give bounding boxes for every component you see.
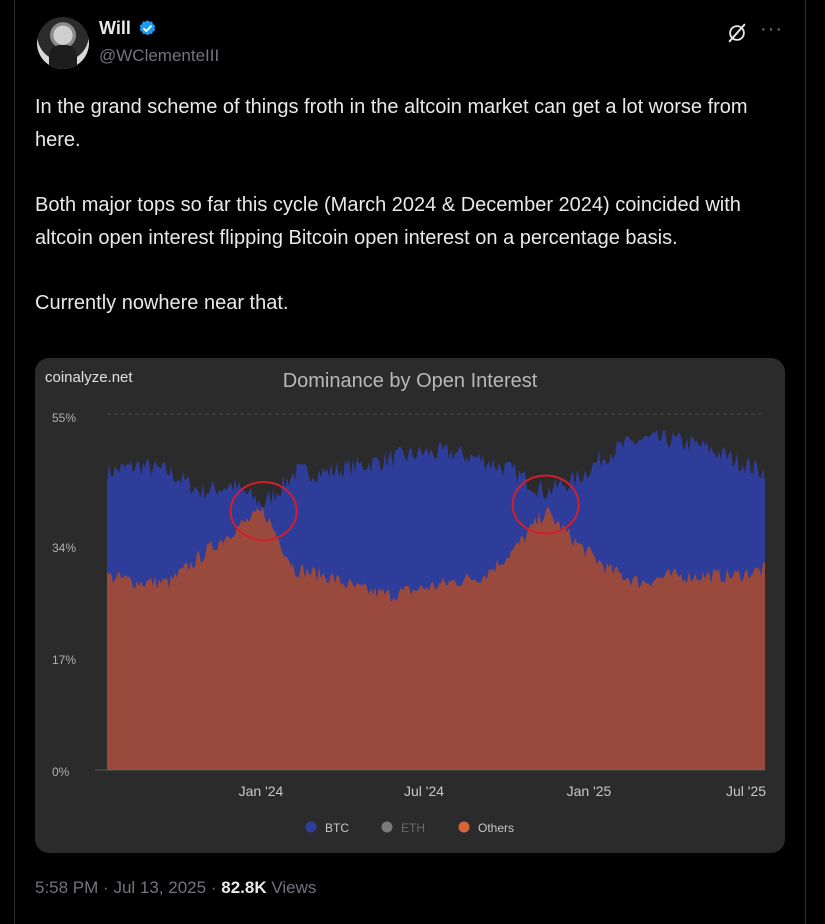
more-options-icon[interactable]: ···	[760, 18, 783, 40]
y-tick-label: 34%	[52, 541, 76, 555]
views-count: 82.8K	[221, 878, 267, 897]
highlight-circle	[229, 481, 298, 542]
highlight-circle	[511, 474, 580, 535]
chart-annotations	[229, 474, 580, 542]
tweet-date[interactable]: Jul 13, 2025	[113, 878, 207, 897]
legend-label-eth: ETH	[401, 821, 425, 835]
verified-badge-icon	[139, 20, 156, 36]
author-name[interactable]: Will	[99, 18, 131, 38]
tweet-text: In the grand scheme of things froth in t…	[35, 91, 775, 352]
chart-areas	[107, 429, 765, 770]
legend-marker-eth	[381, 821, 393, 833]
legend-marker-others	[458, 821, 470, 833]
tweet-paragraph: Currently nowhere near that.	[35, 292, 289, 314]
x-tick-label: Jul '25	[726, 783, 766, 799]
tweet-frame	[14, 0, 806, 924]
dominance-chart: coinalyze.net Dominance by Open Interest…	[45, 369, 766, 835]
x-tick-label: Jan '25	[567, 783, 612, 799]
others-area	[107, 506, 765, 770]
tweet-paragraph: In the grand scheme of things froth in t…	[35, 96, 748, 151]
x-tick-label: Jan '24	[239, 783, 284, 799]
chart-image[interactable]: coinalyze.net Dominance by Open Interest…	[35, 358, 785, 853]
author-handle[interactable]: @WClementeIII	[99, 46, 220, 65]
tweet-time[interactable]: 5:58 PM	[35, 878, 99, 897]
grok-icon[interactable]	[726, 22, 748, 44]
legend-label-others: Others	[478, 821, 514, 835]
avatar-figure	[49, 45, 77, 69]
views-label: Views	[271, 878, 317, 897]
x-tick-label: Jul '24	[404, 783, 444, 799]
chart-legend: BTC ETH Others	[305, 821, 514, 835]
y-tick-label: 0%	[52, 765, 70, 779]
chart-watermark: coinalyze.net	[45, 369, 133, 386]
tweet-paragraph: Both major tops so far this cycle (March…	[35, 194, 741, 249]
y-tick-label: 17%	[52, 653, 76, 667]
legend-label-btc: BTC	[325, 821, 349, 835]
footer-separator: ·	[103, 878, 109, 897]
y-tick-label: 55%	[52, 411, 76, 425]
footer-separator: ·	[210, 878, 217, 897]
chart-title: Dominance by Open Interest	[283, 370, 538, 392]
avatar[interactable]	[37, 17, 89, 69]
legend-marker-btc	[305, 821, 317, 833]
tweet-footer: 5:58 PM · Jul 13, 2025 · 82.8K Views	[35, 878, 316, 898]
